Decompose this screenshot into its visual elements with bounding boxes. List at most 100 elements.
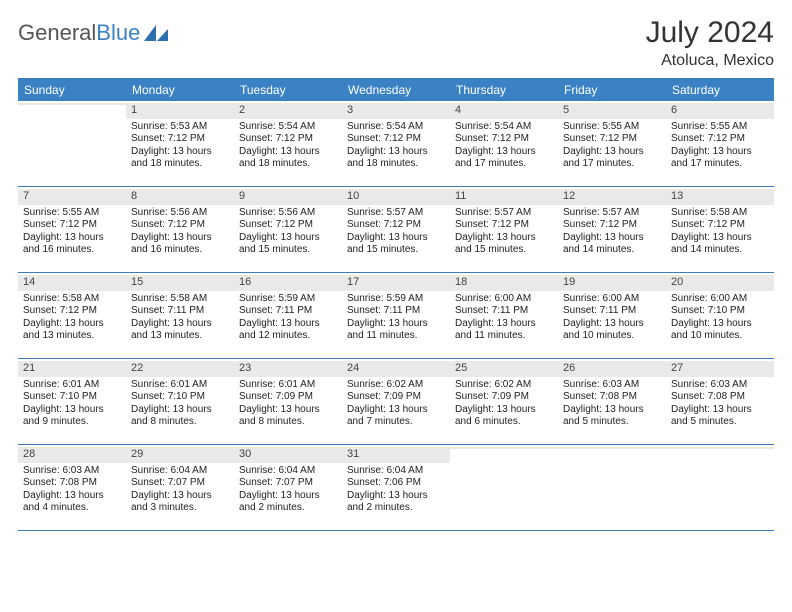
day-info-line: Sunrise: 6:01 AM [23, 379, 121, 392]
calendar-cell: 12Sunrise: 5:57 AMSunset: 7:12 PMDayligh… [558, 187, 666, 273]
day-info-line: Sunrise: 6:03 AM [563, 379, 661, 392]
day-info-line: Daylight: 13 hours [347, 404, 445, 417]
calendar-cell: 17Sunrise: 5:59 AMSunset: 7:11 PMDayligh… [342, 273, 450, 359]
day-number [558, 447, 666, 449]
day-info-line: Sunset: 7:12 PM [563, 219, 661, 232]
day-info-line: Daylight: 13 hours [347, 232, 445, 245]
day-info-line: Sunrise: 6:01 AM [131, 379, 229, 392]
logo-text-general: General [18, 20, 96, 46]
day-info-line: and 2 minutes. [347, 502, 445, 515]
day-number: 21 [18, 361, 126, 377]
day-info-line: Daylight: 13 hours [455, 318, 553, 331]
day-info-line: and 17 minutes. [455, 158, 553, 171]
day-info-line: and 6 minutes. [455, 416, 553, 429]
day-number: 15 [126, 275, 234, 291]
day-info-line: Sunset: 7:12 PM [131, 219, 229, 232]
day-info-line: Daylight: 13 hours [131, 146, 229, 159]
day-number: 20 [666, 275, 774, 291]
day-info-line: Daylight: 13 hours [455, 404, 553, 417]
day-info-line: and 3 minutes. [131, 502, 229, 515]
day-info-line: and 14 minutes. [671, 244, 769, 257]
calendar-cell: 15Sunrise: 5:58 AMSunset: 7:11 PMDayligh… [126, 273, 234, 359]
day-number: 1 [126, 103, 234, 119]
day-info-line: and 10 minutes. [563, 330, 661, 343]
day-info-line: Sunrise: 5:59 AM [347, 293, 445, 306]
day-info-line: Sunrise: 5:57 AM [455, 207, 553, 220]
calendar-cell: 11Sunrise: 5:57 AMSunset: 7:12 PMDayligh… [450, 187, 558, 273]
day-number: 18 [450, 275, 558, 291]
weekday-label: Monday [126, 80, 234, 101]
calendar-cell: 16Sunrise: 5:59 AMSunset: 7:11 PMDayligh… [234, 273, 342, 359]
day-info-line: Daylight: 13 hours [671, 318, 769, 331]
day-info-line: and 15 minutes. [347, 244, 445, 257]
day-info-line: Sunset: 7:12 PM [563, 133, 661, 146]
day-info-line: and 10 minutes. [671, 330, 769, 343]
day-info-line: and 17 minutes. [563, 158, 661, 171]
day-info-line: Daylight: 13 hours [563, 146, 661, 159]
calendar-cell: 25Sunrise: 6:02 AMSunset: 7:09 PMDayligh… [450, 359, 558, 445]
calendar-cell-empty [450, 445, 558, 531]
calendar-cell: 22Sunrise: 6:01 AMSunset: 7:10 PMDayligh… [126, 359, 234, 445]
calendar-cell: 4Sunrise: 5:54 AMSunset: 7:12 PMDaylight… [450, 101, 558, 187]
day-info-line: Sunrise: 5:58 AM [131, 293, 229, 306]
day-info-line: Daylight: 13 hours [23, 232, 121, 245]
day-number: 5 [558, 103, 666, 119]
day-info-line: Sunrise: 5:54 AM [239, 121, 337, 134]
day-info-line: Sunrise: 5:59 AM [239, 293, 337, 306]
day-info-line: and 4 minutes. [23, 502, 121, 515]
day-number: 31 [342, 447, 450, 463]
day-info-line: Sunrise: 5:54 AM [455, 121, 553, 134]
logo-sail-icon [142, 23, 170, 43]
weekday-label: Wednesday [342, 80, 450, 101]
day-info-line: Daylight: 13 hours [671, 232, 769, 245]
day-info-line: Daylight: 13 hours [239, 318, 337, 331]
logo: GeneralBlue [18, 20, 170, 46]
calendar-cell-empty [666, 445, 774, 531]
day-info-line: Daylight: 13 hours [239, 232, 337, 245]
day-info-line: Sunset: 7:08 PM [671, 391, 769, 404]
day-info-line: Sunset: 7:06 PM [347, 477, 445, 490]
day-info-line: and 17 minutes. [671, 158, 769, 171]
day-number [666, 447, 774, 449]
weekday-header: Sunday Monday Tuesday Wednesday Thursday… [18, 80, 774, 101]
day-info-line: Daylight: 13 hours [239, 404, 337, 417]
calendar-cell: 9Sunrise: 5:56 AMSunset: 7:12 PMDaylight… [234, 187, 342, 273]
day-info-line: and 15 minutes. [455, 244, 553, 257]
day-info-line: and 13 minutes. [23, 330, 121, 343]
calendar-cell: 6Sunrise: 5:55 AMSunset: 7:12 PMDaylight… [666, 101, 774, 187]
day-info-line: Sunrise: 6:04 AM [239, 465, 337, 478]
day-info-line: Sunset: 7:07 PM [131, 477, 229, 490]
day-info-line: and 16 minutes. [23, 244, 121, 257]
day-number: 17 [342, 275, 450, 291]
day-number: 13 [666, 189, 774, 205]
weekday-label: Tuesday [234, 80, 342, 101]
day-info-line: Sunrise: 6:00 AM [671, 293, 769, 306]
day-info-line: Sunset: 7:12 PM [455, 133, 553, 146]
calendar-cell-empty [558, 445, 666, 531]
day-info-line: and 13 minutes. [131, 330, 229, 343]
day-info-line: Daylight: 13 hours [23, 404, 121, 417]
day-info-line: Daylight: 13 hours [455, 232, 553, 245]
day-info-line: and 5 minutes. [563, 416, 661, 429]
day-info-line: and 18 minutes. [239, 158, 337, 171]
weekday-label: Sunday [18, 80, 126, 101]
day-info-line: Sunrise: 6:04 AM [131, 465, 229, 478]
day-number: 16 [234, 275, 342, 291]
day-number: 6 [666, 103, 774, 119]
day-number: 29 [126, 447, 234, 463]
weekday-label: Thursday [450, 80, 558, 101]
day-info-line: and 11 minutes. [347, 330, 445, 343]
day-number: 27 [666, 361, 774, 377]
day-number: 10 [342, 189, 450, 205]
day-info-line: Sunset: 7:12 PM [239, 219, 337, 232]
calendar-cell: 8Sunrise: 5:56 AMSunset: 7:12 PMDaylight… [126, 187, 234, 273]
calendar-cell: 20Sunrise: 6:00 AMSunset: 7:10 PMDayligh… [666, 273, 774, 359]
day-info-line: and 2 minutes. [239, 502, 337, 515]
calendar-cell: 28Sunrise: 6:03 AMSunset: 7:08 PMDayligh… [18, 445, 126, 531]
month-title: July 2024 [646, 16, 774, 50]
day-info-line: Sunset: 7:07 PM [239, 477, 337, 490]
day-info-line: Sunset: 7:12 PM [671, 219, 769, 232]
day-info-line: Sunrise: 5:56 AM [239, 207, 337, 220]
day-info-line: Sunset: 7:11 PM [347, 305, 445, 318]
calendar-cell: 14Sunrise: 5:58 AMSunset: 7:12 PMDayligh… [18, 273, 126, 359]
